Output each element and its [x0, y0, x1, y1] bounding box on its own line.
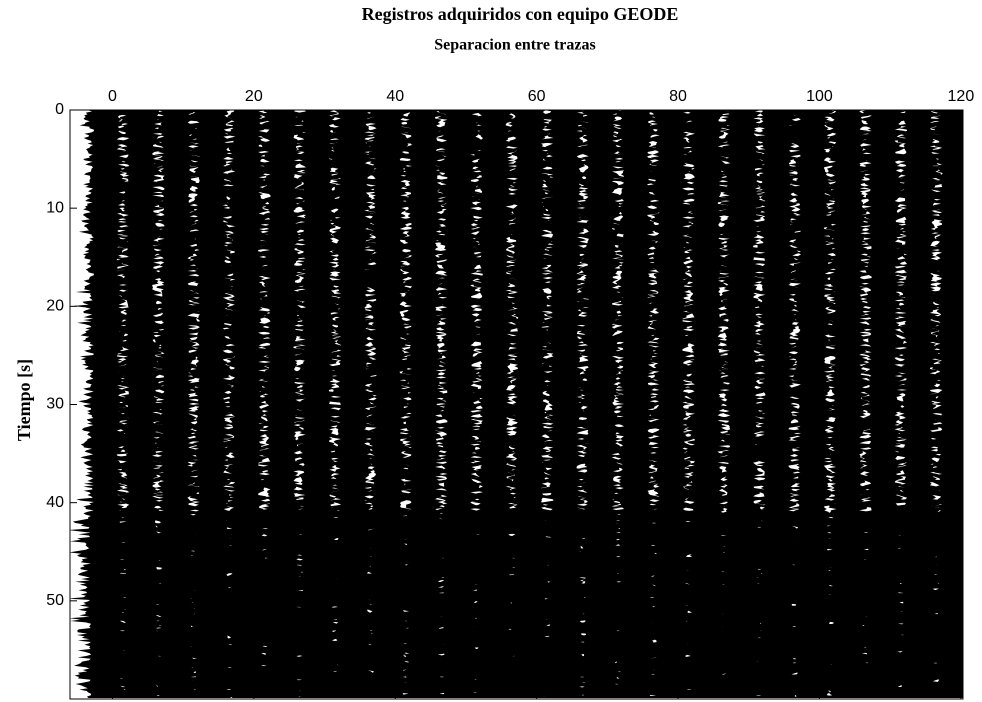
x-tick-label: 20	[245, 88, 263, 105]
y-tick-label: 30	[46, 396, 64, 413]
x-tick-label: 0	[108, 88, 117, 105]
trace	[844, 110, 925, 698]
trace	[211, 110, 284, 698]
trace	[665, 110, 744, 698]
traces	[70, 110, 963, 698]
plot-area	[70, 110, 963, 698]
y-tick-label: 10	[46, 199, 64, 216]
y-axis-label: Tiempo [s]	[14, 359, 34, 441]
x-tick-label: 80	[669, 88, 687, 105]
y-tick-label: 20	[46, 298, 64, 315]
trace	[316, 110, 394, 698]
x-tick-label: 60	[528, 88, 546, 105]
x-tick-label: 40	[386, 88, 404, 105]
x-tick-label: 120	[948, 88, 975, 105]
y-tick-label: 40	[46, 494, 64, 511]
chart-title: Registros adquiridos con equipo GEODE	[362, 4, 679, 24]
x-tick-label: 100	[806, 88, 833, 105]
trace	[914, 110, 963, 698]
trace	[704, 110, 782, 698]
trace	[172, 110, 250, 698]
trace	[562, 110, 642, 698]
trace	[419, 110, 496, 698]
x-axis-label: Separacion entre trazas	[434, 37, 595, 54]
y-tick-label: 0	[55, 101, 64, 118]
trace	[134, 110, 217, 698]
y-tick-label: 50	[46, 592, 64, 609]
trace	[275, 110, 350, 698]
